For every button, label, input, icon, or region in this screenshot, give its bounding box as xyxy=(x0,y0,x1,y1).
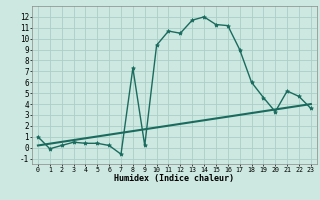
X-axis label: Humidex (Indice chaleur): Humidex (Indice chaleur) xyxy=(115,174,234,183)
